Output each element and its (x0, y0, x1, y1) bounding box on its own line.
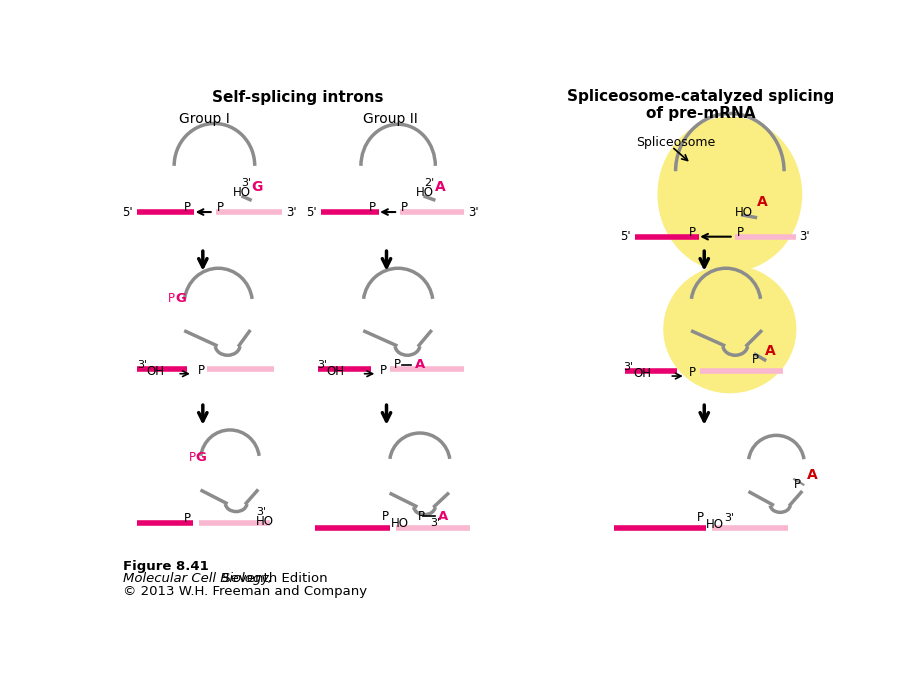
Text: P: P (217, 201, 224, 214)
Text: OH: OH (147, 365, 164, 378)
Text: HO: HO (416, 186, 434, 199)
Text: 5': 5' (123, 205, 133, 218)
Text: Group I: Group I (179, 112, 230, 126)
Text: P: P (418, 510, 424, 523)
Text: P: P (184, 201, 191, 214)
Text: Figure 8.41: Figure 8.41 (123, 560, 208, 573)
Text: 3': 3' (317, 360, 327, 369)
Text: 2': 2' (424, 178, 435, 188)
Text: © 2013 W.H. Freeman and Company: © 2013 W.H. Freeman and Company (123, 585, 367, 598)
Text: Molecular Cell Biology,: Molecular Cell Biology, (123, 573, 272, 586)
Text: A: A (415, 358, 425, 371)
Text: HO: HO (735, 205, 753, 218)
Text: 3': 3' (467, 205, 479, 218)
Text: 3': 3' (286, 205, 296, 218)
Text: A: A (807, 469, 817, 482)
Text: P: P (737, 225, 744, 238)
Text: A: A (438, 510, 448, 523)
Text: OH: OH (326, 365, 344, 378)
Text: A: A (764, 344, 775, 358)
Text: P: P (400, 201, 408, 214)
Text: P: P (189, 451, 195, 464)
Text: P: P (198, 364, 206, 377)
Text: 5': 5' (306, 205, 317, 218)
Text: Self-splicing introns: Self-splicing introns (212, 90, 384, 105)
Text: 3': 3' (256, 507, 266, 517)
Text: 5': 5' (620, 230, 631, 243)
Text: P: P (369, 201, 375, 214)
Text: P: P (168, 291, 175, 305)
Text: 3': 3' (799, 230, 810, 243)
Text: 3': 3' (725, 513, 735, 523)
Text: HO: HO (256, 515, 275, 528)
Text: 3': 3' (430, 518, 440, 528)
Text: P: P (689, 225, 696, 238)
Ellipse shape (658, 117, 801, 271)
Text: G: G (195, 451, 207, 464)
Text: P: P (395, 358, 401, 371)
Text: OH: OH (632, 367, 651, 380)
Text: P: P (752, 353, 760, 367)
Text: A: A (757, 195, 768, 209)
Text: HO: HO (706, 518, 724, 531)
Text: HO: HO (233, 186, 251, 199)
Text: P: P (184, 512, 191, 525)
Text: Spliceosome: Spliceosome (636, 136, 715, 150)
Text: 3': 3' (241, 178, 251, 188)
Text: 3': 3' (137, 360, 148, 369)
Text: Seventh Edition: Seventh Edition (218, 573, 327, 586)
Text: G: G (252, 180, 263, 194)
Text: 3': 3' (623, 362, 633, 372)
Text: P: P (382, 510, 389, 523)
Text: P: P (689, 367, 696, 380)
Text: P: P (697, 511, 704, 524)
Text: Spliceosome-catalyzed splicing
of pre-mRNA: Spliceosome-catalyzed splicing of pre-mR… (567, 89, 834, 121)
Ellipse shape (664, 265, 796, 393)
Text: P: P (380, 364, 387, 377)
Text: HO: HO (390, 517, 408, 530)
Text: P: P (793, 478, 800, 491)
Text: Group II: Group II (363, 112, 418, 126)
Text: A: A (435, 180, 446, 194)
Text: G: G (175, 291, 186, 305)
